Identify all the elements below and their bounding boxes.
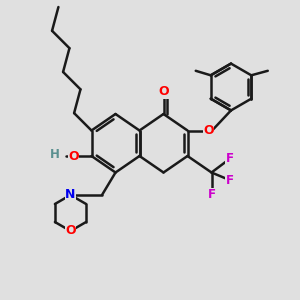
Text: O: O — [203, 124, 214, 137]
Text: O: O — [65, 224, 76, 238]
Text: O: O — [158, 85, 169, 98]
Text: F: F — [226, 173, 233, 187]
Text: F: F — [226, 152, 233, 166]
Text: O: O — [68, 149, 79, 163]
Text: N: N — [65, 188, 76, 202]
Text: H: H — [50, 148, 60, 161]
Text: F: F — [208, 188, 215, 202]
